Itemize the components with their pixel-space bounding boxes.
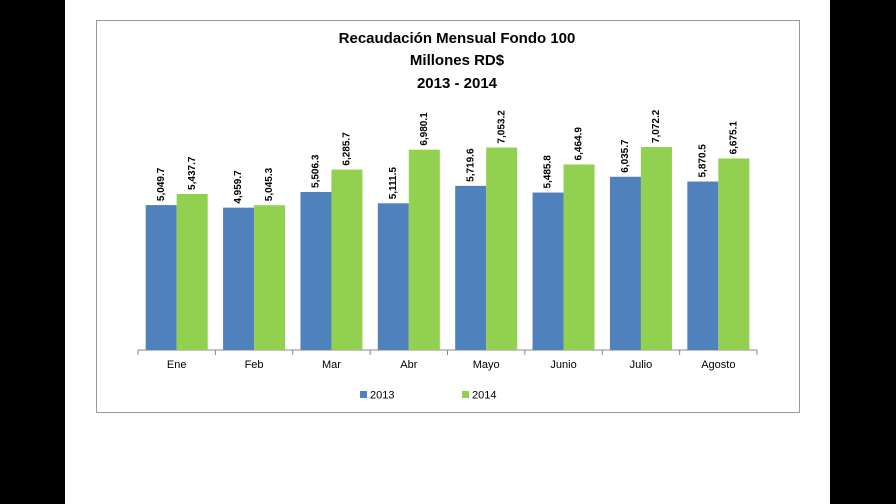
bar [640, 147, 672, 350]
bar [532, 192, 564, 350]
bar [145, 205, 177, 350]
chart-frame [96, 20, 800, 413]
bar [331, 169, 363, 350]
x-tick-label: Agosto [701, 359, 735, 371]
bar [563, 164, 595, 350]
data-label: 5,870.5 [697, 144, 708, 178]
data-label: 5,719.6 [465, 148, 476, 182]
bar [300, 191, 332, 350]
legend-label: 2013 [370, 389, 394, 401]
bar [377, 203, 409, 350]
data-label: 5,506.3 [311, 154, 322, 188]
data-label: 5,437.7 [187, 156, 198, 190]
x-tick-label: Feb [245, 359, 264, 371]
bar [408, 149, 440, 350]
bar [718, 158, 750, 350]
data-label: 7,072.2 [651, 109, 662, 143]
x-tick-label: Junio [550, 359, 576, 371]
data-label: 4,959.7 [233, 170, 244, 204]
x-tick-label: Abr [400, 359, 417, 371]
chart-subtitle: Millones RD$ [410, 52, 505, 69]
bar [176, 193, 208, 350]
data-label: 7,053.2 [496, 110, 507, 144]
data-label: 5,111.5 [388, 167, 399, 200]
x-tick-label: Mayo [473, 359, 500, 371]
chart-subtitle: 2013 - 2014 [417, 75, 498, 92]
data-label: 5,045.3 [264, 167, 275, 201]
data-label: 6,035.7 [620, 139, 631, 173]
data-label: 5,485.8 [543, 155, 554, 189]
bar [609, 176, 641, 350]
legend-swatch [360, 391, 367, 398]
data-label: 6,464.9 [574, 127, 585, 161]
data-label: 6,980.1 [419, 112, 430, 146]
legend-label: 2014 [472, 389, 496, 401]
bar [687, 181, 719, 350]
bar [223, 207, 255, 350]
x-tick-label: Julio [630, 359, 653, 371]
data-label: 6,675.1 [728, 121, 739, 155]
bar [455, 185, 487, 350]
x-tick-label: Ene [167, 359, 187, 371]
bar [254, 205, 286, 350]
legend-swatch [462, 391, 469, 398]
data-label: 6,285.7 [342, 132, 353, 166]
bar [486, 147, 518, 350]
x-tick-label: Mar [322, 359, 341, 371]
data-label: 5,049.7 [156, 167, 167, 201]
chart-title: Recaudación Mensual Fondo 100 [339, 30, 576, 47]
